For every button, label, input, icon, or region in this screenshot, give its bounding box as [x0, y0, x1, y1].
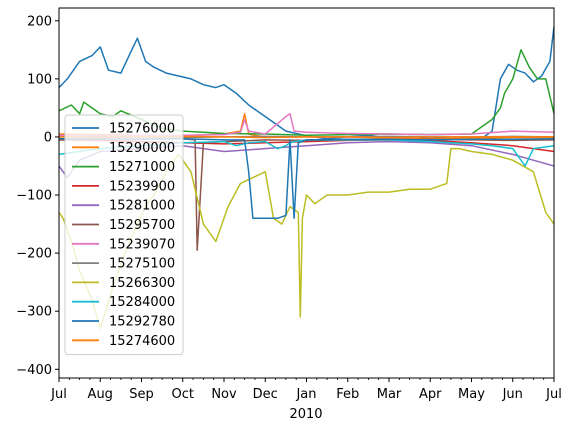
y-tick-label: 0 [44, 130, 52, 145]
legend-label: 15284000 [109, 295, 175, 310]
x-tick-label: Feb [336, 387, 359, 402]
x-axis: Jul Aug Sep Oct Nov Dec Jan Feb Mar Apr May Jun Jul [50, 378, 562, 402]
legend-label: 15239070 [109, 237, 175, 252]
y-tick-label: −200 [16, 247, 52, 262]
series-line-15276000 [59, 26, 554, 141]
x-tick-label: Jul [545, 387, 562, 402]
y-axis: 200 100 0 −100 −200 −300 −400 [16, 14, 59, 378]
legend-label: 15281000 [109, 199, 175, 214]
legend-label: 15295700 [109, 218, 175, 233]
legend-label: 15290000 [109, 141, 175, 156]
y-tick-label: −300 [16, 305, 52, 320]
x-tick-label: Jan [295, 387, 316, 402]
y-tick-label: −400 [16, 363, 52, 378]
x-axis-label: 2010 [289, 407, 322, 422]
y-tick-label: 100 [27, 72, 52, 87]
legend-label: 15275100 [109, 257, 175, 272]
legend-label: 15271000 [109, 160, 175, 175]
series-line-15271000 [59, 49, 554, 136]
x-tick-label: Nov [211, 387, 237, 402]
legend-label: 15239900 [109, 179, 175, 194]
y-tick-label: 200 [27, 14, 52, 29]
legend-label: 15274600 [109, 334, 175, 349]
legend-label: 15266300 [109, 276, 175, 291]
x-tick-label: May [458, 387, 485, 402]
series-line-15292780 [59, 137, 554, 220]
x-tick-label: Dec [253, 387, 278, 402]
x-tick-label: Jul [50, 387, 67, 402]
x-tick-label: Oct [172, 387, 194, 402]
x-tick-label: Jun [502, 387, 523, 402]
x-tick-label: Sep [129, 387, 154, 402]
legend-label: 15276000 [109, 122, 175, 137]
x-tick-label: Apr [419, 387, 442, 402]
legend-label: 15292780 [109, 315, 175, 330]
y-tick-label: −100 [16, 189, 52, 204]
legend: 15276000 15290000 15271000 15239900 15281000… [64, 114, 184, 356]
x-tick-label: Aug [88, 387, 113, 402]
x-tick-label: Mar [377, 387, 402, 402]
legend-box [64, 114, 184, 356]
